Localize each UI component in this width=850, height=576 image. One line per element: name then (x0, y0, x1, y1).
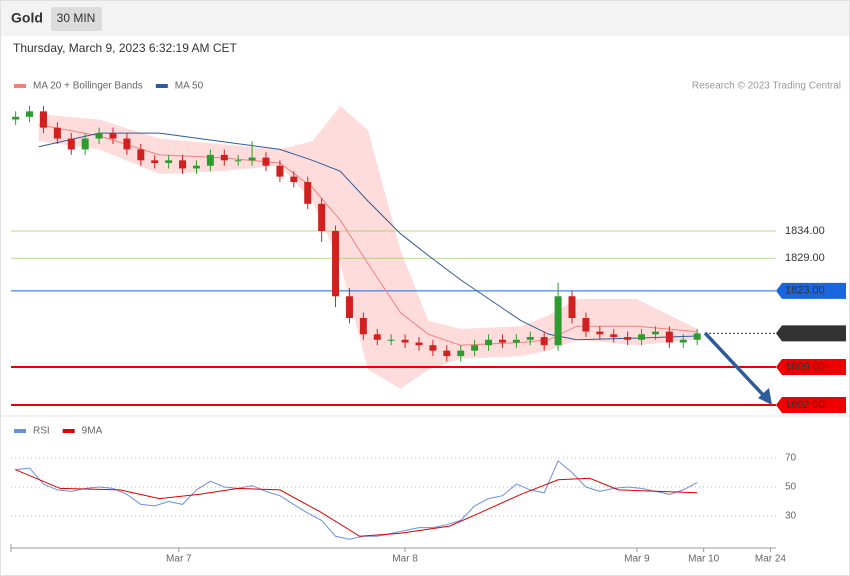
legend-label: RSI (33, 426, 50, 437)
x-tick-label: Mar 8 (392, 554, 418, 565)
candle-body (332, 230, 340, 297)
candle-body (651, 331, 659, 335)
bollinger-band (38, 105, 698, 389)
candle-body (471, 345, 479, 351)
candle-body (665, 331, 673, 343)
candle-body (179, 160, 187, 169)
x-tick-label: Mar 9 (624, 554, 650, 565)
interval[interactable]: 30 MIN (57, 11, 96, 25)
y-tick-label: 50 (785, 482, 797, 493)
candle-body (679, 339, 687, 343)
candle-body (582, 318, 590, 332)
candle-body (526, 337, 534, 340)
candle-body (498, 339, 506, 343)
forecast-arrowhead (758, 388, 772, 405)
y-tick-label: 30 (785, 511, 797, 522)
candle-body (304, 182, 312, 204)
candle-body (610, 334, 618, 338)
candle-body (693, 333, 701, 340)
level-tag (776, 282, 846, 299)
candle-body (81, 138, 89, 150)
credit: Research © 2023 Trading Central (692, 81, 841, 92)
candle-body (165, 160, 173, 164)
candle-body (262, 157, 270, 166)
candle-body (596, 331, 604, 335)
ma20-line (38, 124, 698, 346)
candle-body (151, 160, 159, 164)
rsi-line (15, 460, 698, 540)
title: Gold (11, 10, 43, 26)
candle-body (387, 339, 395, 341)
legend-swatch (14, 429, 26, 433)
candle-body (234, 160, 242, 162)
candle-body (67, 138, 75, 150)
candle-body (290, 176, 298, 183)
candle-body (95, 133, 103, 139)
candle-body (123, 138, 131, 150)
candle-body (359, 318, 367, 335)
level-label: 1809.00 (785, 361, 825, 373)
candle-body (12, 116, 20, 120)
level-tag (776, 325, 846, 342)
candle-body (137, 149, 145, 161)
candle-body (206, 154, 214, 166)
legend-label: MA 20 + Bollinger Bands (33, 81, 143, 92)
legend-label: MA 50 (175, 81, 204, 92)
candle-body (26, 111, 34, 117)
interval-badge[interactable] (51, 7, 102, 31)
rsi-line (15, 469, 698, 537)
level-label: 1802.00 (785, 399, 825, 411)
candle-body (512, 339, 520, 343)
candle-body (443, 350, 451, 357)
candle-body (276, 165, 284, 177)
candle-body (568, 296, 576, 319)
candle-body (457, 350, 465, 357)
forecast-arrow (703, 331, 767, 399)
header-bar (0, 0, 850, 36)
x-tick-label: Mar 7 (166, 554, 192, 565)
candle-body (554, 296, 562, 346)
level-tag (776, 358, 846, 375)
level-label: 1834.00 (785, 225, 825, 237)
x-tick-label: Mar 10 (688, 554, 720, 565)
legend-swatch (14, 84, 26, 88)
level-label: 1823.00 (785, 285, 825, 297)
candle-body (540, 337, 548, 346)
candle-body (345, 296, 353, 319)
candle-body (109, 133, 117, 139)
candle-body (638, 334, 646, 340)
level-label: 1829.00 (785, 252, 825, 264)
timestamp: Thursday, March 9, 2023 6:32:19 AM CET (13, 41, 238, 55)
candle-body (248, 157, 256, 161)
candle-body (485, 339, 493, 346)
candle-body (429, 345, 437, 351)
candle-body (192, 165, 200, 169)
legend-swatch (155, 84, 168, 88)
candle-body (415, 342, 423, 346)
y-tick-label: 70 (785, 453, 797, 464)
candle-body (53, 127, 61, 139)
ma-line (38, 132, 698, 341)
candle-body (39, 111, 47, 128)
candle-body (220, 154, 228, 161)
level-tag (776, 397, 846, 414)
legend-swatch (62, 429, 75, 433)
x-tick-label: Mar 24 (755, 554, 787, 565)
candle-body (624, 337, 632, 340)
level-label: 1815.18 (785, 327, 825, 339)
legend-label: 9MA (82, 426, 103, 437)
candle-body (373, 334, 381, 340)
candle-body (318, 203, 326, 231)
candle-body (401, 339, 409, 343)
